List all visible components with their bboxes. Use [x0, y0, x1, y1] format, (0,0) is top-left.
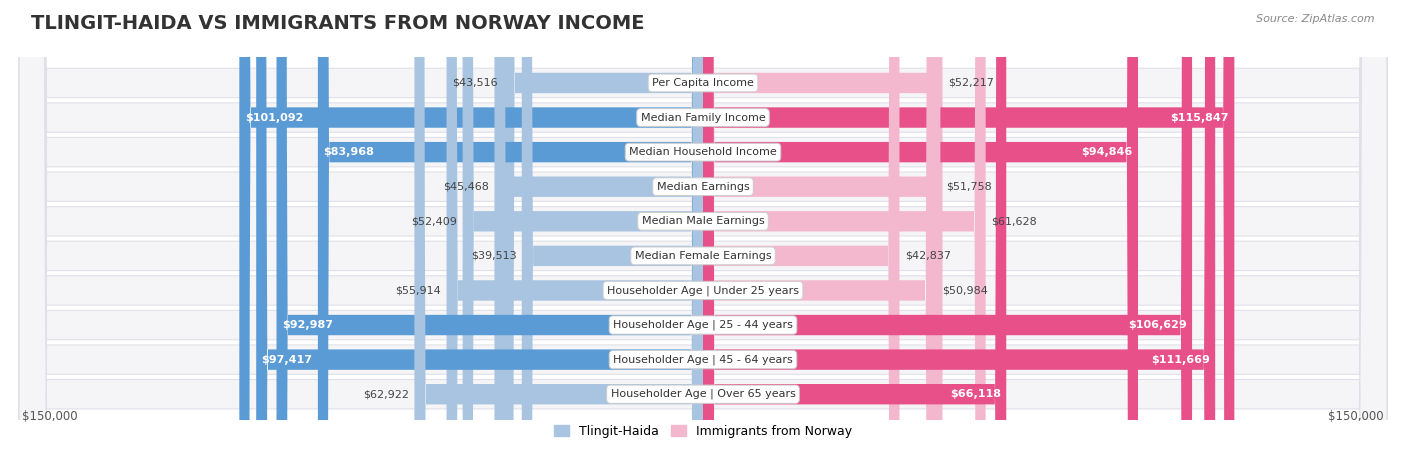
Text: $52,409: $52,409 — [411, 216, 457, 226]
Text: $45,468: $45,468 — [443, 182, 489, 192]
Text: TLINGIT-HAIDA VS IMMIGRANTS FROM NORWAY INCOME: TLINGIT-HAIDA VS IMMIGRANTS FROM NORWAY … — [31, 14, 644, 33]
Text: Median Household Income: Median Household Income — [628, 147, 778, 157]
FancyBboxPatch shape — [703, 0, 1215, 467]
FancyBboxPatch shape — [703, 0, 986, 467]
Text: Source: ZipAtlas.com: Source: ZipAtlas.com — [1257, 14, 1375, 24]
FancyBboxPatch shape — [20, 0, 1386, 467]
FancyBboxPatch shape — [20, 0, 1386, 467]
FancyBboxPatch shape — [703, 0, 1192, 467]
Text: $150,000: $150,000 — [1329, 410, 1384, 423]
FancyBboxPatch shape — [463, 0, 703, 467]
Text: $52,217: $52,217 — [948, 78, 994, 88]
FancyBboxPatch shape — [703, 0, 1234, 467]
FancyBboxPatch shape — [703, 0, 942, 467]
FancyBboxPatch shape — [20, 0, 1386, 467]
FancyBboxPatch shape — [20, 0, 1386, 467]
Text: $62,922: $62,922 — [363, 389, 409, 399]
FancyBboxPatch shape — [20, 0, 1386, 467]
FancyBboxPatch shape — [20, 0, 1386, 467]
Text: Median Female Earnings: Median Female Earnings — [634, 251, 772, 261]
Text: $61,628: $61,628 — [991, 216, 1036, 226]
FancyBboxPatch shape — [703, 0, 1137, 467]
Text: Householder Age | Under 25 years: Householder Age | Under 25 years — [607, 285, 799, 296]
FancyBboxPatch shape — [20, 0, 1386, 467]
Text: $115,847: $115,847 — [1170, 113, 1229, 122]
FancyBboxPatch shape — [20, 0, 1386, 467]
Text: $83,968: $83,968 — [323, 147, 374, 157]
FancyBboxPatch shape — [20, 0, 1386, 467]
Text: $106,629: $106,629 — [1128, 320, 1187, 330]
FancyBboxPatch shape — [20, 0, 1386, 467]
Text: $39,513: $39,513 — [471, 251, 516, 261]
Text: $43,516: $43,516 — [453, 78, 498, 88]
FancyBboxPatch shape — [256, 0, 703, 467]
FancyBboxPatch shape — [703, 0, 936, 467]
FancyBboxPatch shape — [239, 0, 703, 467]
Text: $97,417: $97,417 — [262, 354, 312, 365]
Text: $111,669: $111,669 — [1150, 354, 1209, 365]
FancyBboxPatch shape — [503, 0, 703, 467]
Text: Median Family Income: Median Family Income — [641, 113, 765, 122]
FancyBboxPatch shape — [703, 0, 941, 467]
FancyBboxPatch shape — [447, 0, 703, 467]
Text: $94,846: $94,846 — [1081, 147, 1132, 157]
Text: Per Capita Income: Per Capita Income — [652, 78, 754, 88]
FancyBboxPatch shape — [415, 0, 703, 467]
FancyBboxPatch shape — [277, 0, 703, 467]
Text: $92,987: $92,987 — [283, 320, 333, 330]
FancyBboxPatch shape — [703, 0, 900, 467]
Text: Median Earnings: Median Earnings — [657, 182, 749, 192]
Text: $150,000: $150,000 — [22, 410, 77, 423]
Text: Householder Age | Over 65 years: Householder Age | Over 65 years — [610, 389, 796, 399]
Text: $101,092: $101,092 — [245, 113, 304, 122]
Text: Median Male Earnings: Median Male Earnings — [641, 216, 765, 226]
Legend: Tlingit-Haida, Immigrants from Norway: Tlingit-Haida, Immigrants from Norway — [548, 420, 858, 443]
Text: $51,758: $51,758 — [946, 182, 991, 192]
Text: $55,914: $55,914 — [395, 285, 441, 296]
Text: $50,984: $50,984 — [942, 285, 988, 296]
FancyBboxPatch shape — [522, 0, 703, 467]
Text: Householder Age | 25 - 44 years: Householder Age | 25 - 44 years — [613, 320, 793, 330]
FancyBboxPatch shape — [495, 0, 703, 467]
Text: $42,837: $42,837 — [905, 251, 950, 261]
Text: Householder Age | 45 - 64 years: Householder Age | 45 - 64 years — [613, 354, 793, 365]
Text: $66,118: $66,118 — [950, 389, 1001, 399]
FancyBboxPatch shape — [318, 0, 703, 467]
FancyBboxPatch shape — [703, 0, 1007, 467]
